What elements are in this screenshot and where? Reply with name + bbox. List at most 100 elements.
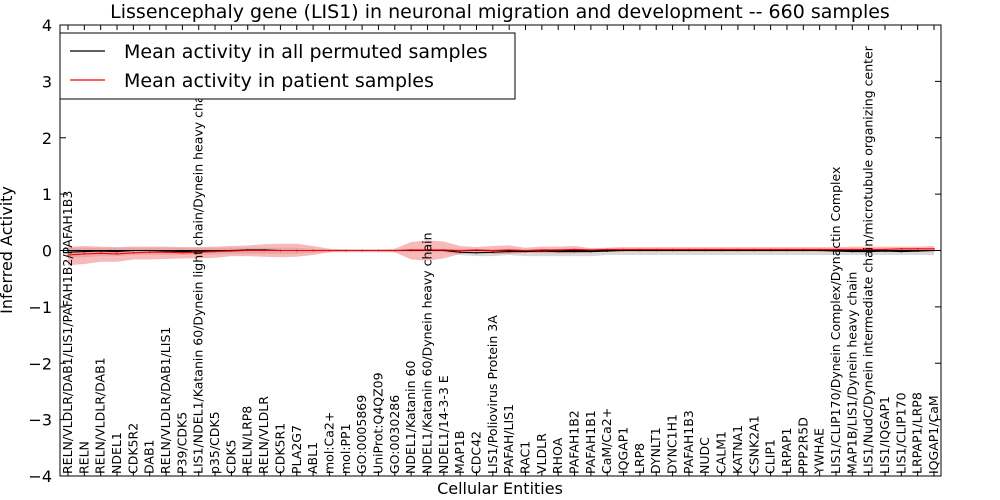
point-series-1-15 xyxy=(312,249,314,252)
x-tick-label: PLA2G7 xyxy=(289,425,304,474)
point-series-0-26 xyxy=(492,251,494,253)
point-series-1-8 xyxy=(197,251,200,253)
point-series-0-50 xyxy=(884,250,886,252)
x-tick-label: NUDC xyxy=(697,437,712,474)
point-series-1-37 xyxy=(671,248,674,251)
point-series-1-38 xyxy=(688,248,690,251)
point-series-0-53 xyxy=(933,249,935,252)
point-series-1-23 xyxy=(443,249,445,251)
point-series-0-33 xyxy=(606,250,608,252)
x-tick-label: LIS1/NDEL1/Katanin 60/Dynein light chain… xyxy=(191,84,206,474)
x-tick-label: CDC42 xyxy=(469,431,484,474)
point-series-1-11 xyxy=(246,249,249,252)
point-series-0-5 xyxy=(148,249,151,252)
point-series-1-39 xyxy=(704,248,706,251)
point-series-0-37 xyxy=(671,249,674,252)
point-series-1-0 xyxy=(67,254,69,256)
y-tick-label: 0 xyxy=(42,242,52,261)
x-tick-label: mol:Ca2+ xyxy=(321,412,336,474)
point-series-0-39 xyxy=(704,249,706,252)
point-series-0-48 xyxy=(851,250,854,253)
x-tick-label: LRPAP1 xyxy=(779,428,794,474)
x-tick-label: NDEL1/Katanin 60 xyxy=(403,361,418,474)
point-series-0-36 xyxy=(655,249,657,252)
x-axis-label: Cellular Entities xyxy=(437,479,563,498)
x-tick-label: CLIP1 xyxy=(763,439,778,474)
point-series-0-27 xyxy=(508,250,511,253)
point-series-1-19 xyxy=(377,249,380,252)
x-tick-label: PPP2R5D xyxy=(795,417,810,474)
y-tick-label: −2 xyxy=(28,354,52,373)
point-series-1-45 xyxy=(802,248,805,251)
x-tick-label: DAB1 xyxy=(142,440,157,475)
point-series-1-24 xyxy=(459,249,462,252)
x-tick-label: MAP1B/LIS1/Dynein heavy chain xyxy=(844,272,859,474)
x-tick-label: IQGAP1/CaM xyxy=(926,395,941,474)
point-series-1-32 xyxy=(590,249,592,251)
point-series-1-30 xyxy=(557,249,559,251)
point-series-0-4 xyxy=(132,249,135,252)
point-series-1-6 xyxy=(165,251,167,253)
x-tick-label: CDK5R2 xyxy=(125,423,140,474)
point-series-1-33 xyxy=(606,248,608,251)
point-series-0-7 xyxy=(181,250,184,253)
point-series-0-35 xyxy=(639,249,641,252)
point-series-0-25 xyxy=(475,252,478,254)
point-series-1-14 xyxy=(296,249,298,252)
legend-label-patient: Mean activity in patient samples xyxy=(124,70,434,92)
point-series-1-47 xyxy=(835,248,837,251)
point-series-0-6 xyxy=(165,250,167,252)
y-tick-label: 3 xyxy=(42,72,52,91)
point-series-0-24 xyxy=(459,251,462,253)
point-series-1-13 xyxy=(279,249,282,252)
point-series-0-41 xyxy=(737,249,739,252)
x-tick-label: P39/CDK5 xyxy=(174,412,189,474)
point-series-0-52 xyxy=(916,250,919,252)
point-series-1-26 xyxy=(492,249,494,252)
point-series-0-28 xyxy=(524,250,527,253)
point-series-1-9 xyxy=(214,250,216,253)
point-series-0-29 xyxy=(541,250,543,252)
point-series-0-8 xyxy=(197,250,200,252)
point-series-1-21 xyxy=(410,249,412,251)
band-series-1 xyxy=(68,240,934,266)
x-tick-label: RELN/LRP8 xyxy=(240,406,255,474)
x-tick-label: RAC1 xyxy=(518,441,533,474)
x-tick-label: ABL1 xyxy=(305,442,320,474)
x-tick-label: RELN/VLDLR/DAB1 xyxy=(93,357,108,474)
x-tick-label: LRPAP1/LRP8 xyxy=(910,392,925,474)
x-tick-label: PAFAH1B3 xyxy=(681,410,696,474)
x-tick-label: LIS1/NudC/Dynein intermediate chain/micr… xyxy=(861,45,876,474)
point-series-1-4 xyxy=(132,252,135,254)
point-series-0-51 xyxy=(900,250,903,253)
x-tick-label: CSNK2A1 xyxy=(746,415,761,474)
chart-title: Lissencephaly gene (LIS1) in neuronal mi… xyxy=(110,1,890,23)
point-series-1-42 xyxy=(753,248,756,251)
x-tick-label: DYNC1H1 xyxy=(665,414,680,474)
x-tick-label: p35/CDK5 xyxy=(207,411,222,474)
point-series-1-36 xyxy=(655,248,657,251)
x-tick-label: RHOA xyxy=(550,437,565,474)
line-series-0 xyxy=(67,249,935,254)
point-series-1-12 xyxy=(263,249,265,252)
x-tick-label: PAFAH/LIS1 xyxy=(501,404,516,474)
x-tick-label: LIS1/IQGAP1 xyxy=(877,396,892,474)
x-tick-label: RELN/VLDLR/DAB1/LIS1 xyxy=(158,327,173,474)
point-series-1-25 xyxy=(475,249,478,251)
x-tick-label: RELN/VLDLR/DAB1/LIS1/PAFAH1B2/PAFAH1B3 xyxy=(60,191,75,474)
point-series-1-20 xyxy=(394,249,396,252)
x-tick-label: CaM/Ca2+ xyxy=(599,408,614,474)
point-series-1-22 xyxy=(426,249,429,251)
point-series-0-31 xyxy=(573,250,576,253)
y-tick-label: 4 xyxy=(42,16,52,35)
x-tick-label: LIS1/CLIP170/Dynein Complex/Dynactin Com… xyxy=(828,167,843,474)
point-series-1-2 xyxy=(99,252,102,255)
line-series-1 xyxy=(67,248,934,256)
x-tick-label: NDEL1/14-3-3 E xyxy=(436,375,451,474)
point-series-0-49 xyxy=(867,250,870,253)
point-series-0-38 xyxy=(688,249,690,252)
point-series-0-47 xyxy=(835,250,837,252)
point-series-1-29 xyxy=(541,249,543,251)
y-tick-label: 2 xyxy=(42,129,52,148)
